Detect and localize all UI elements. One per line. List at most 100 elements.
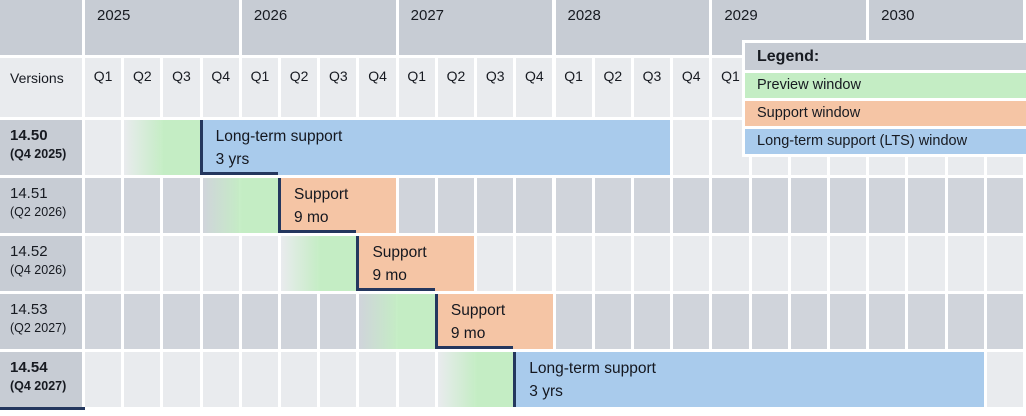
quarter-cell: Q2 [437,58,475,117]
grid-cell [908,294,945,349]
release-step-border [356,288,435,291]
grid-cell [712,294,749,349]
grid-cell [516,178,553,233]
grid-cell [790,294,827,349]
grid-cell [124,236,161,291]
version-label-cell: 14.54 (Q4 2027) [0,352,82,407]
bar-label: Long-term support [529,360,656,377]
grid-cell [673,178,710,233]
grid-cell [869,178,906,233]
bar-duration: 3 yrs [529,383,563,401]
grid-cell [85,178,122,233]
release-step-border [434,346,514,349]
grid-cell [555,178,592,233]
chart-bottom-edge [0,407,85,410]
support-bar: Support 9 mo [434,294,553,349]
grid-cell [163,236,200,291]
version-label-cell: 14.51 (Q2 2026) [0,178,82,233]
release-step-border [278,230,357,233]
grid-cell [751,178,788,233]
grid-cell [790,236,827,291]
quarter-cell: Q3 [477,58,514,117]
grid-cell [947,178,984,233]
grid-cell [829,294,867,349]
grid-cell [85,294,122,349]
grid-cell [986,236,1023,291]
bar-duration: 9 mo [294,209,329,227]
grid-cell [712,178,749,233]
release-step-border [199,172,279,175]
grid-cell [124,352,161,407]
grid-cell [163,178,200,233]
grid-cell [751,294,788,349]
grid-cell [673,236,710,291]
version-release-quarter: (Q4 2027) [10,378,67,393]
grid-cell [947,236,984,291]
version-number: 14.53 [10,301,48,318]
bar-label: Support [294,186,349,203]
legend-items: Preview window Support window Long-term su… [745,73,1026,154]
version-number: 14.50 [10,127,48,144]
grid-cell [869,236,906,291]
year-cell: 2025 [85,0,239,55]
quarter-cell: Q1 [555,58,592,117]
preview-window [437,352,514,407]
grid-cell [477,178,514,233]
grid-cell [555,294,592,349]
legend-item-preview: Preview window [745,73,1026,98]
grid-cell [516,236,553,291]
grid-cell [829,178,867,233]
grid-cell [477,236,514,291]
bar-label: Support [372,244,427,261]
version-label-cell: 14.52 (Q4 2026) [0,236,82,291]
preview-window [359,294,435,349]
grid-cell [437,178,475,233]
grid-cell [281,352,318,407]
grid-cell [633,178,671,233]
grid-cell [712,236,749,291]
legend-item-support: Support window [745,101,1026,126]
grid-cell [398,352,435,407]
version-release-quarter: (Q2 2027) [10,320,67,335]
bar-duration: 9 mo [450,325,486,343]
grid-cell [124,178,161,233]
quarter-cell: Q1 [241,58,279,117]
bar-label: Support [450,302,506,319]
grid-cell [163,294,200,349]
grid-cell [790,178,827,233]
grid-cell [986,352,1023,407]
grid-cell [947,294,984,349]
quarter-cell: Q2 [281,58,318,117]
grid-cell [359,352,396,407]
legend: Legend: Preview window Support window Long… [742,40,1026,157]
preview-window [281,236,357,291]
version-number: 14.54 [10,359,48,376]
quarter-cell: Q3 [320,58,357,117]
version-release-quarter: (Q2 2026) [10,204,67,219]
preview-window [202,178,279,233]
grid-cell [829,236,867,291]
grid-cell [633,236,671,291]
grid-cell [633,294,671,349]
quarter-cell: Q2 [124,58,161,117]
legend-item-lts: Long-term support (LTS) window [745,129,1026,154]
support-bar: Support 9 mo [356,236,475,291]
grid-cell [320,294,357,349]
corner-cell [0,0,82,55]
grid-cell [673,120,710,175]
lts-bar: Long-term support 3 yrs [199,120,671,175]
version-label-cell: 14.53 (Q2 2027) [0,294,82,349]
grid-cell [281,294,318,349]
quarter-cell: Q2 [594,58,631,117]
grid-cell [85,352,122,407]
support-bar: Support 9 mo [278,178,396,233]
quarter-cell: Q1 [398,58,435,117]
quarter-cell: Q4 [516,58,553,117]
quarter-cell: Q4 [359,58,396,117]
legend-title: Legend: [745,43,1026,70]
versions-header-cell: Versions [0,58,82,117]
grid-cell [594,178,631,233]
grid-cell [85,236,122,291]
quarter-cell: Q3 [163,58,200,117]
